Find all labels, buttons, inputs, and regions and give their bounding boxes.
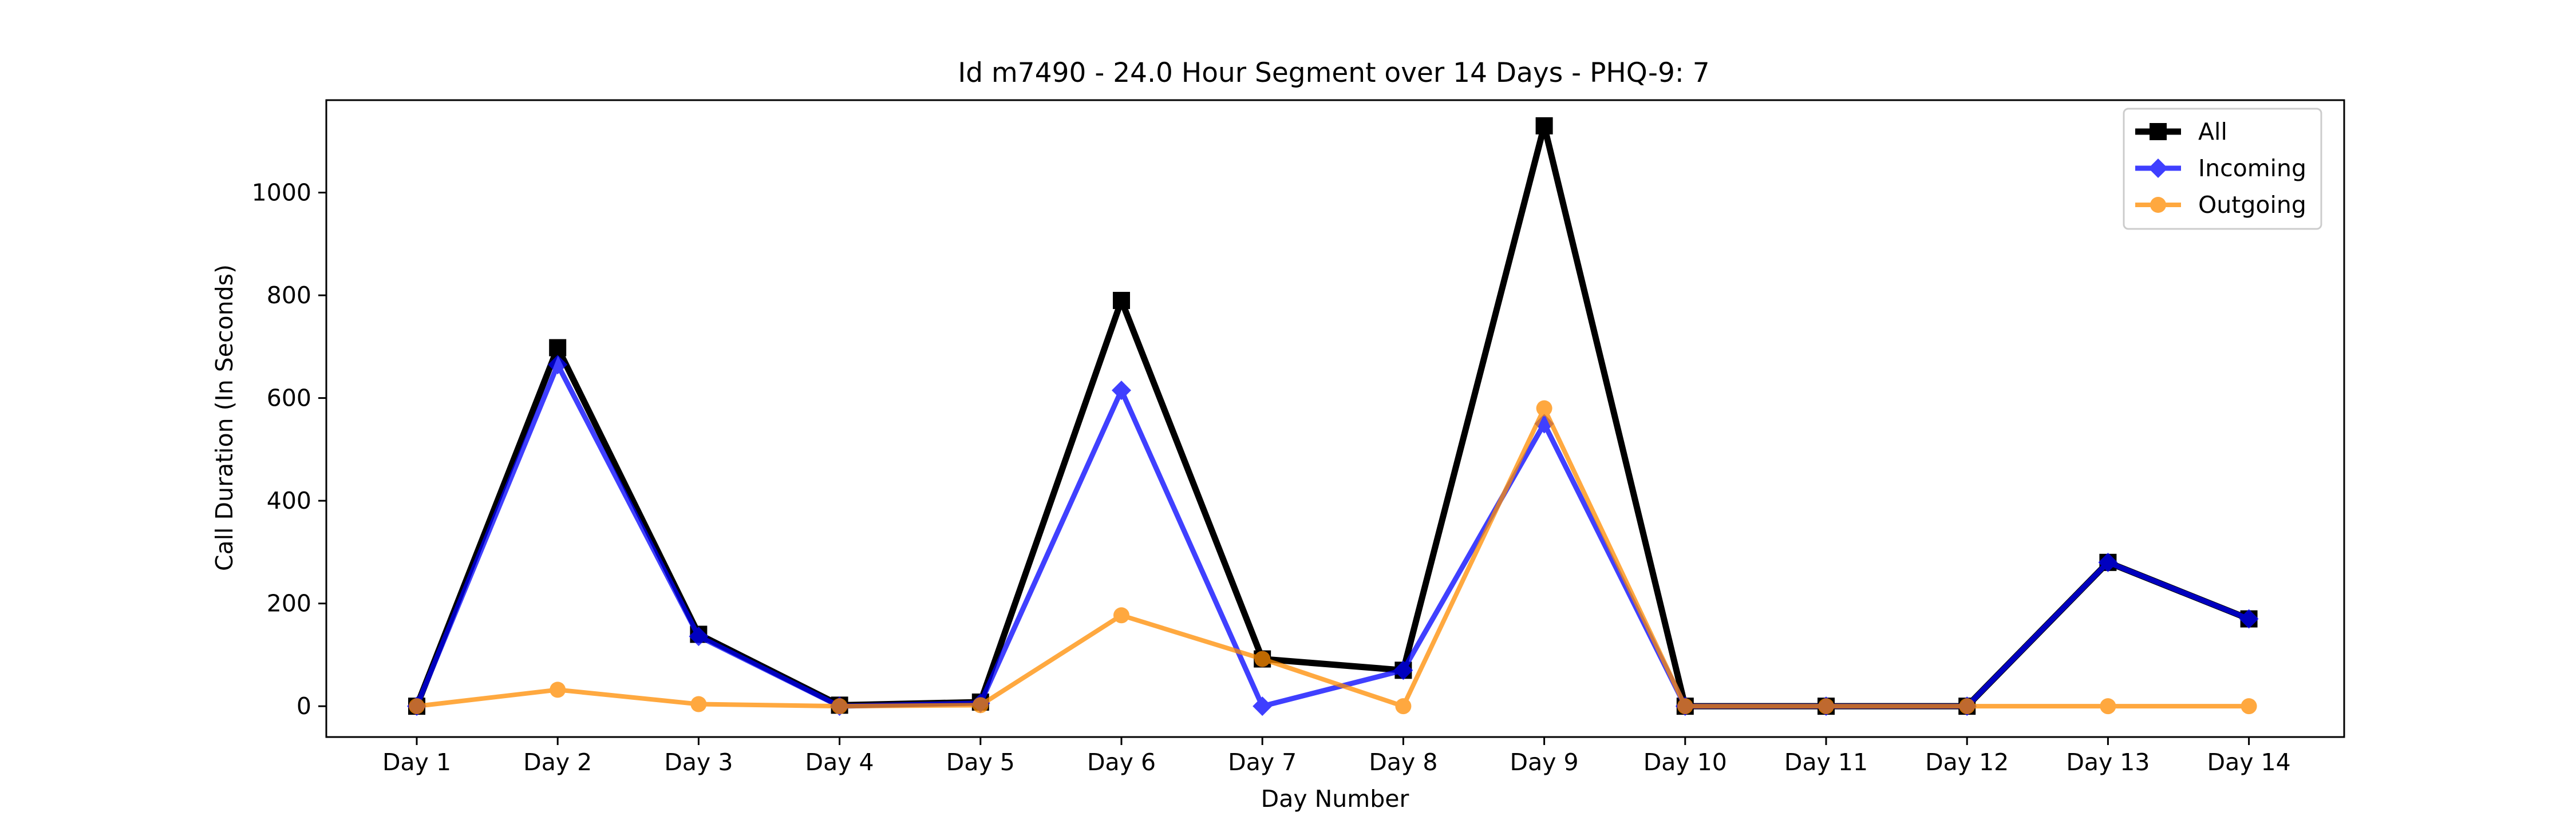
series-all <box>408 117 2258 715</box>
series-outgoing <box>409 400 2257 715</box>
series-layer <box>407 117 2259 716</box>
data-point-outgoing <box>1254 651 1271 667</box>
x-tick-label: Day 5 <box>946 748 1015 776</box>
legend-label-all: All <box>2198 118 2227 145</box>
data-point-incoming <box>2098 552 2118 572</box>
x-tick-label: Day 14 <box>2207 748 2291 776</box>
y-axis-label: Call Duration (In Seconds) <box>211 264 238 571</box>
plot-area <box>325 99 2345 738</box>
series-line-incoming <box>414 362 2250 709</box>
data-point-outgoing <box>2100 698 2116 715</box>
x-tick-label: Day 7 <box>1228 748 1297 776</box>
data-point-all <box>1113 292 1130 310</box>
data-point-outgoing <box>831 698 848 715</box>
legend-label-outgoing: Outgoing <box>2198 191 2306 219</box>
data-point-outgoing <box>2241 698 2257 715</box>
x-tick-label: Day 4 <box>805 748 874 776</box>
data-point-incoming <box>1253 696 1273 716</box>
data-point-incoming <box>1112 381 1131 401</box>
data-point-outgoing <box>1677 698 1693 715</box>
x-tick-label: Day 1 <box>382 748 451 776</box>
legend-marker-all <box>2150 123 2167 140</box>
data-point-outgoing <box>409 698 425 715</box>
legend-marker-incoming <box>2148 159 2168 178</box>
data-point-outgoing <box>1959 698 1976 715</box>
legend-item-outgoing <box>2135 197 2181 213</box>
x-tick-label: Day 9 <box>1510 748 1579 776</box>
x-tick-label: Day 6 <box>1087 748 1156 776</box>
legend-box <box>2123 108 2322 230</box>
data-point-outgoing <box>1395 698 1412 715</box>
x-tick-label: Day 11 <box>1784 748 1868 776</box>
data-point-outgoing <box>550 682 566 698</box>
x-tick-label: Day 10 <box>1643 748 1727 776</box>
x-tick-label: Day 13 <box>2066 748 2150 776</box>
y-tick-label: 400 <box>267 487 311 514</box>
data-point-incoming <box>1393 660 1413 680</box>
y-tick-label: 800 <box>267 282 311 309</box>
data-point-outgoing <box>1113 607 1129 624</box>
legend-item-all <box>2135 123 2181 140</box>
y-tick-label: 0 <box>297 692 311 720</box>
x-axis: Day 1 Day 2 Day 3 Day 4 Day 5 Day 6 Day 7 Day 8… <box>382 737 2291 776</box>
data-point-incoming <box>548 355 568 375</box>
chart-title: Id m7490 - 24.0 Hour Segment over 14 Day… <box>958 57 1709 89</box>
series-line-outgoing <box>416 406 2249 709</box>
y-tick-label: 1000 <box>252 179 311 207</box>
data-point-all <box>549 339 567 356</box>
data-point-incoming <box>2239 609 2259 629</box>
data-point-outgoing <box>1536 400 1552 417</box>
legend: All Incoming Outgoing <box>2123 108 2322 230</box>
x-tick-label: Day 3 <box>664 748 733 776</box>
x-axis-label: Day Number <box>1261 785 1409 813</box>
legend-item-incoming <box>2135 159 2181 178</box>
x-tick-label: Day 2 <box>523 748 592 776</box>
legend-marker-outgoing <box>2150 197 2166 213</box>
y-axis: 0 200 400 600 800 1000 <box>252 179 326 720</box>
data-point-outgoing <box>690 696 707 712</box>
legend-label-incoming: Incoming <box>2198 154 2306 182</box>
data-point-outgoing <box>972 697 989 714</box>
y-tick-label: 200 <box>267 590 311 617</box>
y-tick-label: 600 <box>267 385 311 412</box>
data-point-incoming <box>689 627 709 647</box>
plot-frame <box>325 99 2345 738</box>
x-tick-label: Day 8 <box>1369 748 1437 776</box>
data-point-all <box>1535 117 1553 134</box>
x-tick-label: Day 12 <box>1925 748 2009 776</box>
data-point-outgoing <box>1818 698 1834 715</box>
